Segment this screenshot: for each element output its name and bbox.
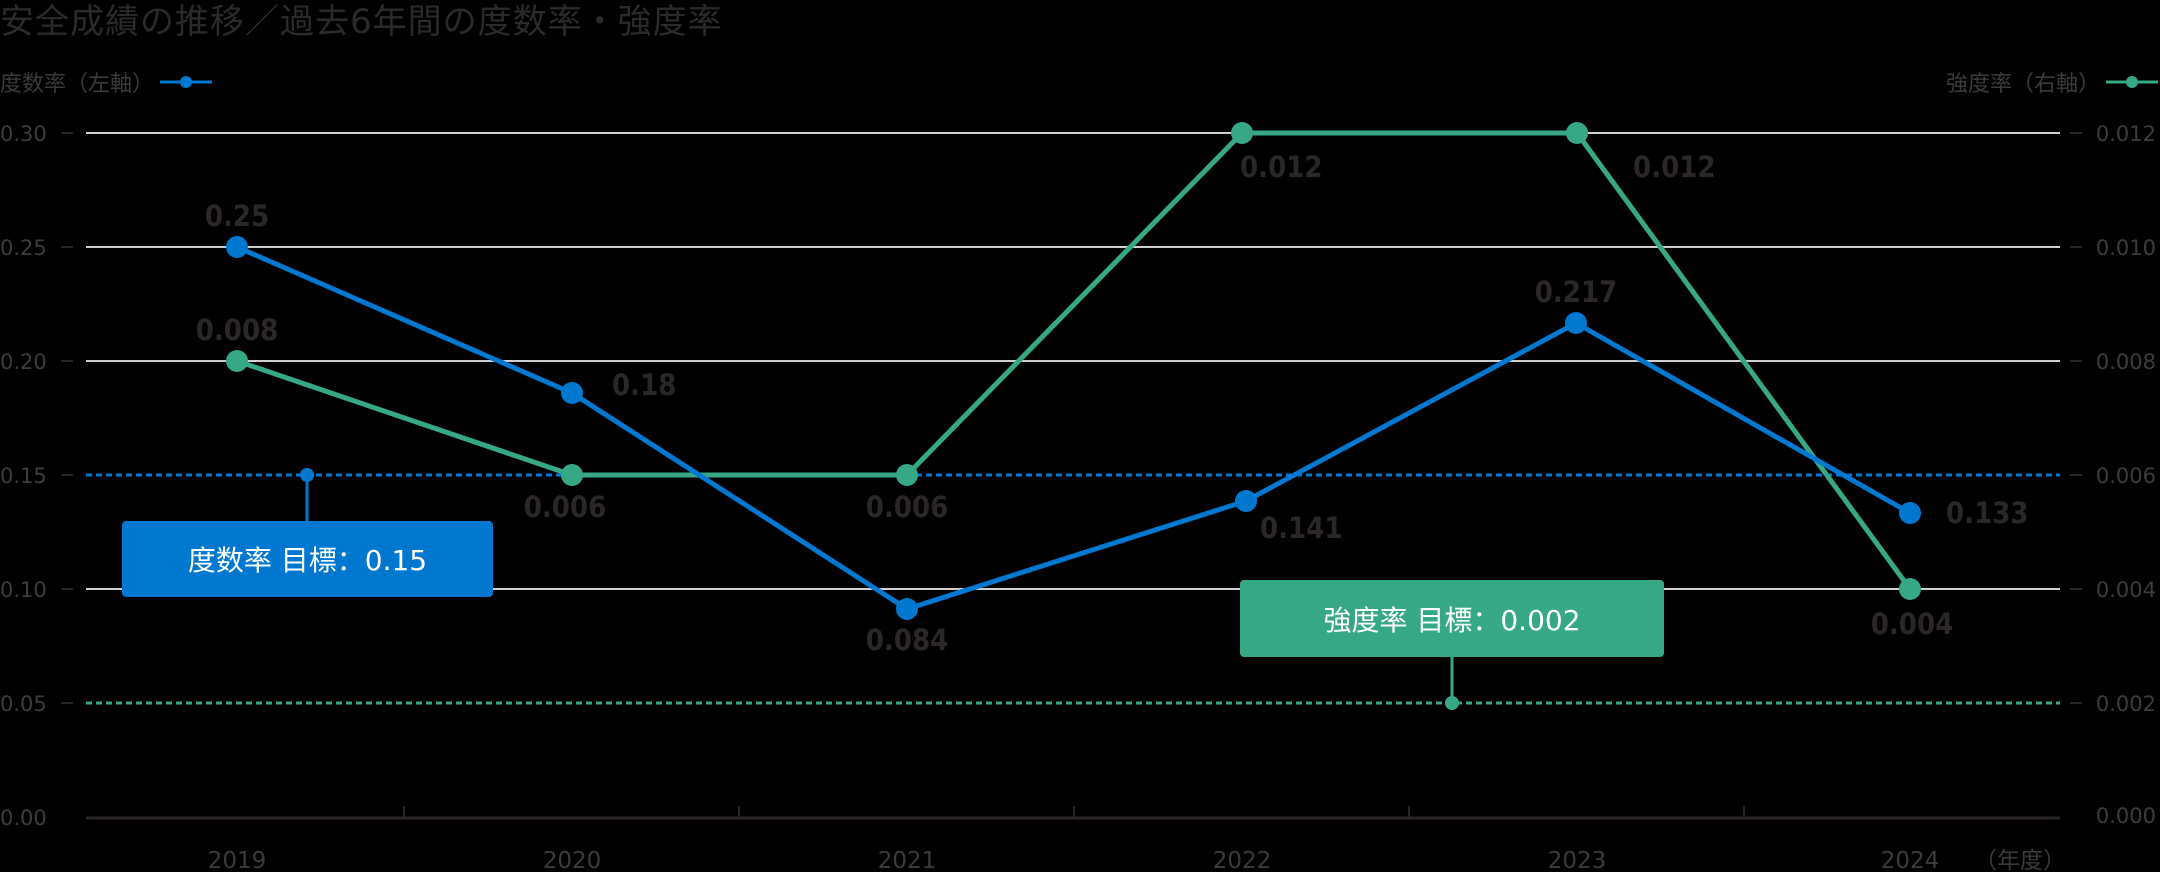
point-label: 0.217: [1535, 275, 1618, 309]
left-tick: 0.05: [0, 692, 47, 716]
x-tick: 2019: [208, 848, 267, 872]
x-tick: 2020: [543, 848, 602, 872]
point-label: 0.012: [1633, 150, 1716, 184]
x-tick: 2022: [1213, 848, 1272, 872]
point-label: 0.004: [1871, 607, 1954, 641]
point-label: 0.18: [612, 368, 676, 402]
left-tick: 0.30: [0, 122, 47, 146]
chart-title: 安全成績の推移／過去6年間の度数率・強度率: [0, 2, 723, 42]
frequency-series-points: [226, 236, 1921, 620]
x-axis-labels: 2019 2020 2021 2022 2023 2024 （年度）: [208, 848, 2066, 872]
right-tick: 0.008: [2096, 350, 2156, 374]
left-tick: 0.00: [0, 806, 47, 830]
severity-point-labels: 0.008 0.006 0.006 0.012 0.012 0.004: [196, 150, 1954, 641]
legend-frequency-label: 度数率（左軸）: [0, 72, 155, 97]
severity-series-line: [236, 130, 1913, 591]
point-label: 0.008: [196, 313, 279, 347]
y-tick-marks: [61, 132, 2082, 704]
left-tick: 0.15: [0, 464, 47, 488]
x-axis-separators: [403, 806, 1745, 818]
left-tick: 0.10: [0, 578, 47, 602]
x-axis-unit: （年度）: [1974, 848, 2066, 872]
legend-severity: 強度率（右軸）: [1946, 66, 2160, 98]
right-tick: 0.010: [2096, 236, 2156, 260]
x-tick: 2024: [1881, 848, 1940, 872]
right-tick: 0.012: [2096, 122, 2156, 146]
point-label: 0.084: [866, 623, 949, 657]
legend-green-line-dot-icon: [2106, 76, 2158, 88]
point-label: 0.012: [1240, 150, 1323, 184]
left-axis-labels: 0.30 0.25 0.20 0.15 0.10 0.05 0.00: [0, 122, 47, 830]
right-tick: 0.002: [2096, 692, 2156, 716]
point-label: 0.141: [1260, 511, 1343, 545]
frequency-point-labels: 0.25 0.18 0.084 0.141 0.217 0.133: [205, 199, 2029, 657]
right-tick: 0.004: [2096, 578, 2156, 602]
point-label: 0.006: [524, 490, 607, 524]
right-tick: 0.006: [2096, 464, 2156, 488]
point-label: 0.133: [1946, 496, 2029, 530]
left-tick: 0.25: [0, 236, 47, 260]
right-axis-labels: 0.012 0.010 0.008 0.006 0.004 0.002 0.00…: [2096, 122, 2156, 828]
legend-blue-line-dot-icon: [160, 76, 213, 88]
frequency-series-line: [236, 244, 1912, 612]
legend-severity-label: 強度率（右軸）: [1945, 72, 2100, 97]
left-tick: 0.20: [0, 350, 47, 374]
legend-frequency: 度数率（左軸）: [0, 66, 214, 98]
right-tick: 0.000: [2096, 804, 2156, 828]
point-label: 0.006: [866, 490, 949, 524]
frequency-target-marker: [300, 468, 314, 482]
severity-target-callout: 強度率 目標：0.002: [1240, 580, 1664, 657]
x-tick: 2021: [878, 848, 937, 872]
x-tick: 2023: [1548, 848, 1607, 872]
severity-series-points: [226, 122, 1921, 600]
frequency-target-callout: 度数率 目標：0.15: [122, 521, 493, 597]
point-label: 0.25: [205, 199, 269, 233]
severity-target-marker: [1445, 696, 1459, 710]
